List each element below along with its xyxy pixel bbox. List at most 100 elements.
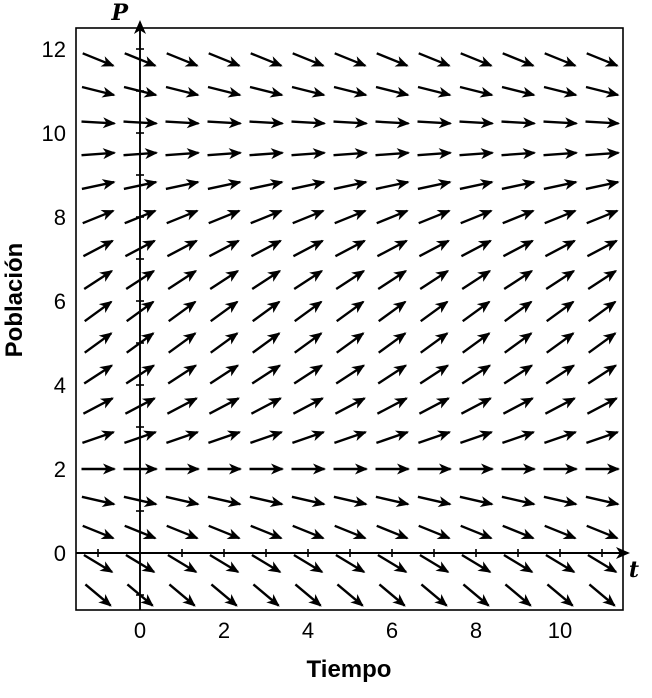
field-arrow bbox=[544, 430, 578, 445]
field-arrow bbox=[504, 583, 532, 607]
field-arrow bbox=[165, 179, 200, 191]
field-arrow bbox=[166, 430, 200, 445]
field-arrow bbox=[291, 117, 326, 129]
field-arrow bbox=[545, 553, 576, 574]
y-tick-label: 4 bbox=[54, 373, 66, 398]
field-arrow bbox=[586, 430, 620, 445]
field-arrow bbox=[377, 332, 407, 354]
field-arrow bbox=[543, 495, 578, 507]
field-arrow bbox=[502, 52, 535, 67]
field-arrow bbox=[461, 553, 492, 574]
field-arrow bbox=[418, 209, 451, 225]
field-arrow bbox=[125, 364, 156, 385]
field-arrow bbox=[83, 364, 114, 385]
field-arrow bbox=[418, 524, 451, 540]
field-arrow bbox=[587, 300, 617, 323]
field-arrow bbox=[461, 364, 492, 385]
field-arrow bbox=[543, 148, 578, 160]
field-arrow bbox=[292, 430, 326, 445]
field-arrow bbox=[208, 52, 241, 67]
field-arrow bbox=[84, 583, 112, 607]
vector-field bbox=[81, 52, 620, 607]
field-arrow bbox=[208, 209, 241, 225]
field-arrow bbox=[376, 52, 409, 67]
field-arrow bbox=[166, 209, 199, 225]
x-tick-label: 2 bbox=[218, 618, 230, 643]
field-arrow bbox=[544, 209, 577, 225]
field-arrow bbox=[208, 430, 242, 445]
field-arrow bbox=[419, 332, 449, 354]
field-arrow bbox=[124, 397, 156, 415]
field-arrow bbox=[545, 332, 575, 354]
field-arrow bbox=[81, 85, 116, 98]
x-axis-symbol: t bbox=[629, 557, 639, 583]
field-arrow bbox=[167, 269, 198, 291]
y-tick-labels: 0 2 4 6 8 10 12 bbox=[42, 37, 66, 566]
field-arrow bbox=[167, 553, 198, 574]
field-arrow bbox=[460, 430, 494, 445]
field-arrow bbox=[126, 583, 154, 607]
field-arrow bbox=[503, 553, 534, 574]
field-arrow bbox=[375, 148, 410, 160]
axis-ticks bbox=[97, 48, 603, 596]
field-arrow bbox=[501, 495, 536, 507]
field-arrow bbox=[250, 52, 283, 67]
field-arrow bbox=[167, 364, 198, 385]
field-arrow bbox=[83, 269, 114, 291]
field-arrow bbox=[291, 179, 326, 191]
field-arrow bbox=[123, 179, 158, 191]
field-arrow bbox=[333, 85, 368, 98]
y-tick-label: 2 bbox=[54, 457, 66, 482]
field-arrow bbox=[502, 209, 535, 225]
field-arrow bbox=[333, 179, 368, 191]
field-arrow bbox=[334, 52, 367, 67]
field-arrow bbox=[208, 397, 240, 415]
field-arrow bbox=[377, 300, 407, 323]
field-arrow bbox=[376, 209, 409, 225]
field-arrow bbox=[587, 364, 618, 385]
field-arrow bbox=[292, 397, 324, 415]
field-arrow bbox=[502, 397, 534, 415]
field-arrow bbox=[417, 85, 452, 98]
field-arrow bbox=[461, 332, 491, 354]
field-arrow bbox=[377, 269, 408, 291]
field-arrow bbox=[545, 300, 575, 323]
field-arrow bbox=[502, 524, 535, 540]
field-arrow bbox=[333, 495, 368, 507]
field-arrow bbox=[293, 364, 324, 385]
field-arrow bbox=[585, 85, 620, 98]
field-arrow bbox=[291, 148, 326, 160]
field-arrow bbox=[417, 495, 452, 507]
field-arrow bbox=[207, 179, 242, 191]
y-tick-label: 8 bbox=[54, 205, 66, 230]
field-arrow bbox=[503, 269, 534, 291]
field-arrow bbox=[417, 179, 452, 191]
y-axis-title: Población bbox=[1, 243, 28, 358]
field-arrow bbox=[292, 209, 325, 225]
field-arrow bbox=[544, 397, 576, 415]
field-arrow bbox=[377, 553, 408, 574]
field-arrow bbox=[460, 239, 492, 258]
field-arrow bbox=[461, 269, 492, 291]
field-arrow bbox=[334, 209, 367, 225]
field-arrow bbox=[81, 148, 116, 160]
field-arrow bbox=[418, 430, 452, 445]
field-arrow bbox=[586, 52, 619, 67]
field-arrow bbox=[208, 239, 240, 258]
field-arrow bbox=[291, 85, 326, 98]
field-arrow bbox=[123, 148, 158, 160]
field-arrow bbox=[543, 85, 578, 98]
field-arrow bbox=[544, 239, 576, 258]
field-arrow bbox=[292, 239, 324, 258]
field-arrow bbox=[251, 269, 282, 291]
field-arrow bbox=[461, 300, 491, 323]
field-arrow bbox=[165, 148, 200, 160]
field-arrow bbox=[165, 117, 200, 129]
field-arrow bbox=[291, 495, 326, 507]
field-arrow bbox=[503, 300, 533, 323]
field-arrow bbox=[460, 524, 493, 540]
field-arrow bbox=[124, 430, 158, 445]
field-arrow bbox=[586, 239, 618, 258]
field-arrow bbox=[417, 117, 452, 129]
field-arrow bbox=[209, 364, 240, 385]
